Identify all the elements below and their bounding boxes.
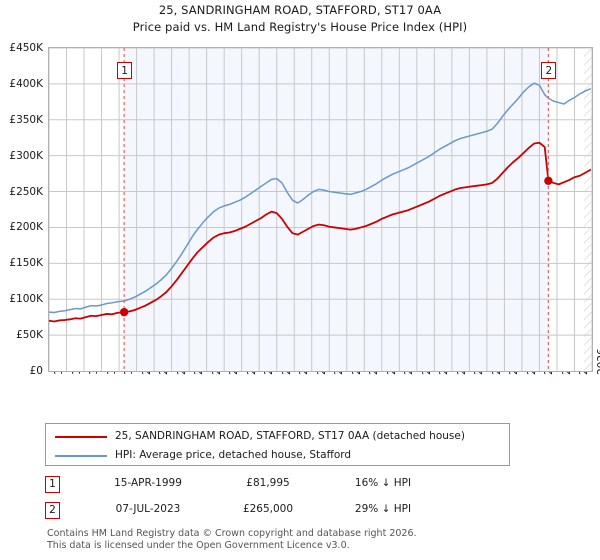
legend-item: HPI: Average price, detached house, Staf… [46, 445, 509, 465]
legend-item: 25, SANDRINGHAM ROAD, STAFFORD, ST17 0AA… [46, 426, 509, 446]
x-axis-tick-label: 2026 [596, 348, 600, 375]
legend-color-swatch [55, 455, 107, 457]
transaction-index-badge: 1 [45, 476, 60, 493]
provisional-data-hatch [584, 48, 592, 371]
footer-attribution: Contains HM Land Registry data © Crown c… [47, 528, 587, 551]
series-line-hpi [49, 82, 591, 314]
y-axis-tick-label: £300K [9, 149, 43, 162]
legend-color-swatch [55, 436, 107, 438]
ownership-span-band [124, 48, 549, 371]
page-title: 25, SANDRINGHAM ROAD, STAFFORD, ST17 0AA [158, 3, 442, 17]
transaction-date: 15-APR-1999 [114, 477, 182, 489]
chart-marker-box-1[interactable]: 1 [117, 62, 133, 79]
transaction-hpi-delta: 16% ↓ HPI [354, 477, 412, 489]
page-subtitle: Price paid vs. HM Land Registry's House … [132, 20, 468, 34]
legend-label: HPI: Average price, detached house, Staf… [115, 449, 352, 461]
sale-point-marker[interactable] [119, 307, 129, 317]
transaction-index-badge: 2 [45, 502, 60, 519]
transaction-hpi-delta: 29% ↓ HPI [354, 503, 412, 515]
transaction-date: 07-JUL-2023 [115, 503, 181, 515]
y-axis-tick-label: £400K [9, 77, 43, 90]
transaction-row[interactable]: 2 07-JUL-2023 £265,000 29% ↓ HPI [45, 502, 510, 524]
series-line-price-paid [49, 141, 592, 323]
y-axis-tick-label: £200K [9, 221, 43, 234]
sale-point-marker[interactable] [544, 176, 553, 185]
transaction-price: £265,000 [242, 503, 294, 515]
y-axis-tick-label: £0 [29, 365, 43, 377]
y-axis-tick-label: £350K [9, 113, 43, 126]
y-axis-labels: £0 £50K £100K £150K £200K £250K £300K £350K £400… [0, 0, 46, 560]
footer-line-2: This data is licensed under the Open Gov… [47, 539, 350, 551]
chart-plot-area [48, 47, 593, 372]
y-axis-tick-label: £450K [9, 42, 43, 54]
chart-svg [49, 48, 592, 371]
transaction-price: £81,995 [246, 477, 290, 489]
y-axis-tick-label: £100K [9, 293, 43, 306]
chart-marker-box-2[interactable]: 2 [541, 62, 557, 79]
transaction-row[interactable]: 1 15-APR-1999 £81,995 16% ↓ HPI [45, 476, 510, 498]
y-axis-tick-label: £50K [16, 329, 43, 342]
y-axis-tick-label: £250K [9, 185, 43, 198]
y-axis-tick-label: £150K [9, 257, 43, 270]
chart-legend: 25, SANDRINGHAM ROAD, STAFFORD, ST17 0AA… [45, 423, 510, 466]
legend-label: 25, SANDRINGHAM ROAD, STAFFORD, ST17 0AA… [115, 430, 465, 442]
footer-line-1: Contains HM Land Registry data © Crown c… [47, 528, 417, 539]
